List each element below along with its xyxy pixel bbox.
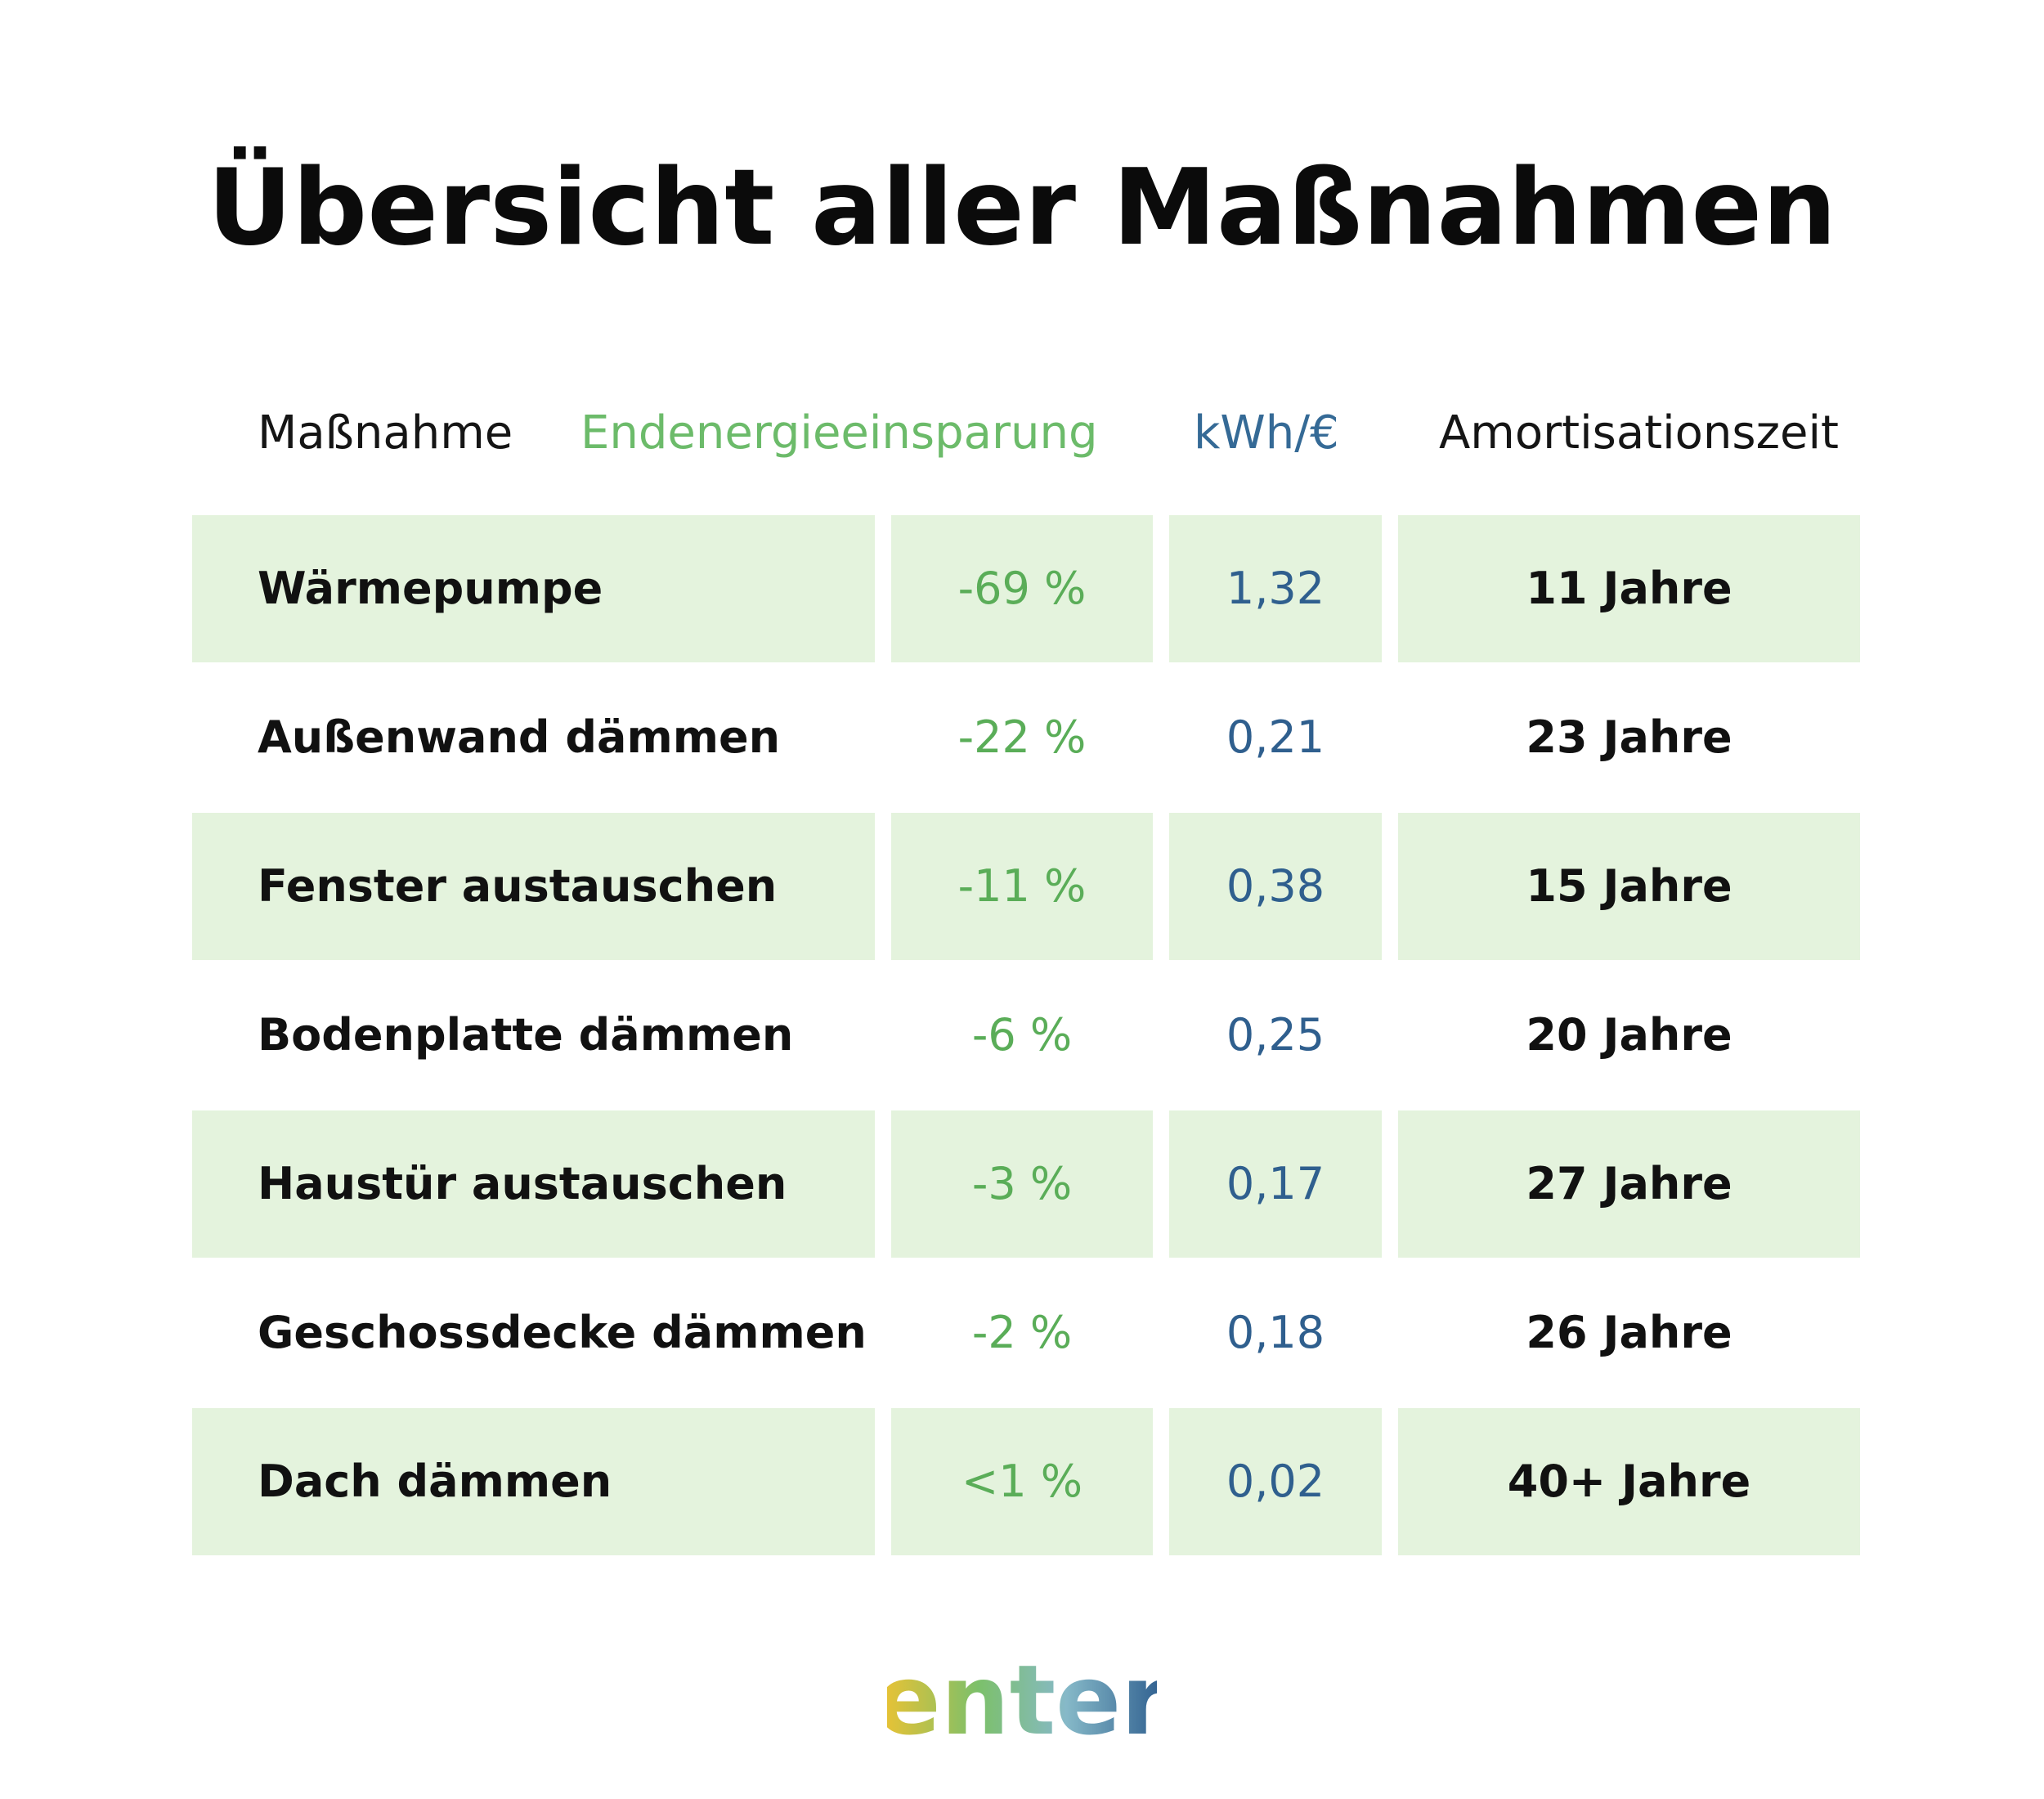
amortization-cell: 40+ Jahre — [1398, 1408, 1860, 1555]
measure-name-cell: Wärmepumpe — [192, 515, 875, 662]
amortization-cell: 27 Jahre — [1398, 1110, 1860, 1258]
column-header-amortization: Amortisationszeit — [1439, 406, 1839, 460]
column-header-energy-saving: Endenergieeinsparung — [580, 406, 1098, 460]
measure-name-cell: Fenster austauschen — [192, 813, 875, 960]
amortization-cell: 23 Jahre — [1526, 711, 1732, 763]
measure-name-cell: Dach dämmen — [192, 1408, 875, 1555]
amortization-cell: 26 Jahre — [1526, 1307, 1732, 1358]
page-title: Übersicht aller Maßnahmen — [207, 147, 1837, 269]
table-row: Außenwand dämmen -22 % 0,21 23 Jahre — [0, 664, 2044, 811]
logo-text: enter — [887, 1644, 1157, 1756]
column-header-kwh-per-euro: kWh/€ — [1194, 406, 1339, 460]
table-row: Bodenplatte dämmen -6 % 0,25 20 Jahre — [0, 962, 2044, 1109]
measure-name-cell: Haustür austauschen — [192, 1110, 875, 1258]
table-row: Haustür austauschen -3 % 0,17 27 Jahre — [0, 1110, 2044, 1258]
enter-logo: enter — [0, 1644, 2044, 1761]
energy-saving-cell: -3 % — [891, 1110, 1153, 1258]
table-row: Dach dämmen <1 % 0,02 40+ Jahre — [0, 1408, 2044, 1555]
kwh-per-euro-cell: 1,32 — [1169, 515, 1382, 662]
amortization-cell: 20 Jahre — [1526, 1009, 1732, 1061]
energy-saving-cell: -11 % — [891, 813, 1153, 960]
column-header-measure: Maßnahme — [258, 406, 513, 460]
kwh-per-euro-cell: 0,18 — [1226, 1307, 1325, 1358]
energy-saving-cell: -22 % — [957, 711, 1087, 763]
energy-saving-cell: -2 % — [971, 1307, 1073, 1358]
table-row: Wärmepumpe -69 % 1,32 11 Jahre — [0, 515, 2044, 662]
energy-saving-cell: -6 % — [971, 1009, 1073, 1061]
amortization-cell: 11 Jahre — [1398, 515, 1860, 662]
amortization-cell: 15 Jahre — [1398, 813, 1860, 960]
kwh-per-euro-cell: 0,25 — [1226, 1009, 1325, 1061]
energy-saving-cell: -69 % — [891, 515, 1153, 662]
table-row: Geschossdecke dämmen -2 % 0,18 26 Jahre — [0, 1259, 2044, 1406]
enter-wordmark-logo: enter — [887, 1644, 1157, 1756]
measure-name-cell: Bodenplatte dämmen — [258, 1009, 794, 1061]
kwh-per-euro-cell: 0,21 — [1226, 711, 1325, 763]
table-row: Fenster austauschen -11 % 0,38 15 Jahre — [0, 813, 2044, 960]
measure-name-cell: Außenwand dämmen — [258, 711, 781, 763]
measure-name-cell: Geschossdecke dämmen — [258, 1307, 867, 1358]
energy-saving-cell: <1 % — [891, 1408, 1153, 1555]
kwh-per-euro-cell: 0,38 — [1169, 813, 1382, 960]
kwh-per-euro-cell: 0,17 — [1169, 1110, 1382, 1258]
kwh-per-euro-cell: 0,02 — [1169, 1408, 1382, 1555]
